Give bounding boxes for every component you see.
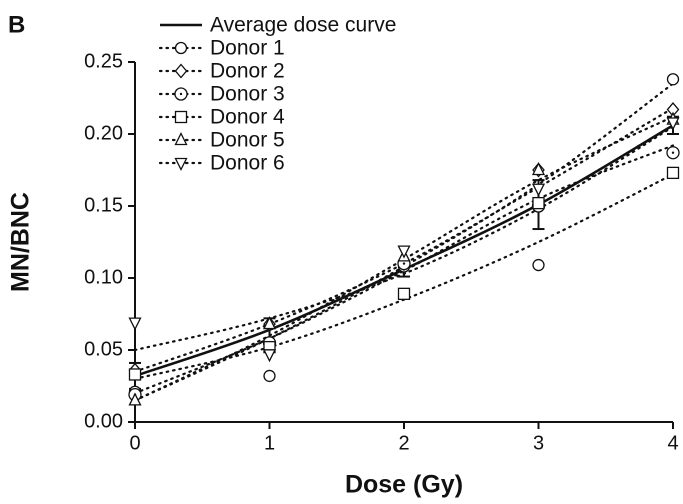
legend-label: Average dose curve	[210, 14, 396, 37]
marker	[174, 63, 188, 79]
marker	[532, 258, 545, 272]
y-tick-label: 0.00	[84, 410, 123, 432]
marker	[174, 132, 188, 146]
y-tick-label: 0.25	[84, 50, 123, 72]
x-axis-title: Dose (Gy)	[345, 471, 463, 499]
marker	[128, 368, 142, 381]
marker	[262, 316, 277, 330]
x-tick-label: 2	[398, 432, 409, 454]
marker	[263, 369, 276, 383]
y-axis-title: MN/BNC	[7, 192, 35, 292]
marker	[174, 41, 188, 55]
marker	[666, 166, 680, 180]
marker	[174, 157, 188, 171]
marker	[531, 162, 546, 176]
marker	[666, 146, 680, 160]
marker	[128, 317, 142, 331]
x-tick-label: 1	[264, 432, 275, 454]
marker	[666, 73, 680, 86]
legend-label: Donor 2	[210, 60, 285, 83]
marker	[262, 349, 277, 363]
legend-label: Donor 6	[210, 152, 285, 175]
marker	[397, 287, 411, 300]
legend-label: Donor 4	[210, 106, 285, 129]
panel-label: B	[8, 11, 25, 38]
y-tick-label: 0.05	[84, 338, 123, 360]
marker-dot	[402, 262, 406, 265]
x-tick-label: 0	[129, 432, 140, 454]
legend-label: Donor 5	[210, 129, 285, 152]
legend-label: Donor 3	[210, 83, 285, 106]
x-tick-label: 4	[667, 432, 678, 454]
y-tick-label: 0.10	[84, 266, 123, 288]
marker	[531, 183, 546, 197]
marker	[174, 87, 188, 101]
x-tick-label: 3	[533, 432, 544, 454]
marker	[666, 117, 680, 131]
y-tick-label: 0.20	[84, 122, 123, 144]
marker	[397, 245, 411, 259]
marker	[532, 196, 545, 210]
legend-label: Donor 1	[210, 37, 285, 60]
fit-curve	[133, 115, 675, 402]
fit-curve	[133, 106, 675, 373]
marker	[174, 110, 188, 124]
y-tick-label: 0.15	[84, 194, 123, 216]
marker	[128, 392, 142, 406]
marker-dot	[671, 151, 675, 154]
marker-dot	[179, 92, 183, 96]
